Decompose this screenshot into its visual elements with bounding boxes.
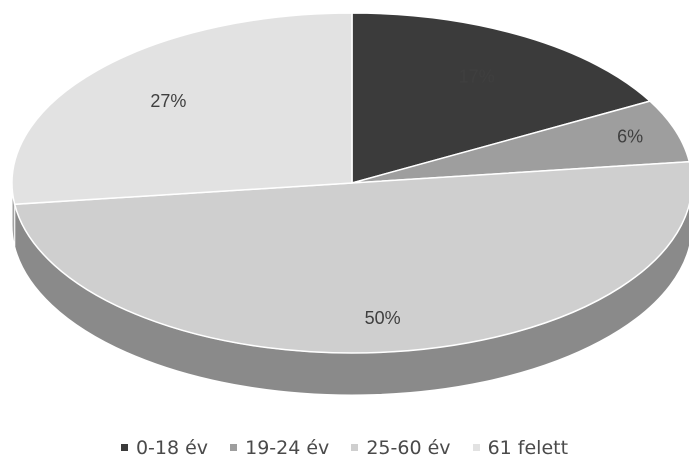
pie-data-label-61-felett: 27% — [150, 91, 186, 111]
legend-label-19-24: 19-24 év — [245, 437, 330, 459]
legend-swatch-0-18 — [120, 444, 128, 451]
legend-item-0-18: 0-18 év — [120, 437, 209, 459]
pie-data-label-0-18-v: 17% — [459, 66, 495, 86]
pie-slice-25-60-v — [13, 160, 689, 354]
legend: 0-18 év 19-24 év 25-60 év 61 felett — [0, 437, 689, 459]
legend-swatch-61-felett — [472, 444, 480, 451]
pie-slices — [11, 12, 689, 354]
pie-data-label-25-60-v: 50% — [365, 308, 401, 328]
legend-item-25-60: 25-60 év — [351, 437, 451, 459]
pie-data-label-19-24-v: 6% — [617, 127, 643, 147]
legend-label-25-60: 25-60 év — [366, 437, 451, 459]
legend-label-61-felett: 61 felett — [487, 437, 569, 459]
pie-data-labels: 17% 6% 50% 27% — [150, 66, 643, 327]
legend-item-61-felett: 61 felett — [472, 437, 569, 459]
legend-swatch-19-24 — [230, 444, 238, 451]
legend-item-19-24: 19-24 év — [230, 437, 329, 459]
legend-label-0-18: 0-18 év — [135, 437, 209, 459]
pie-slice-61-felett — [11, 12, 353, 206]
legend-swatch-25-60 — [351, 444, 359, 451]
pie-slice-0-18-v — [351, 12, 652, 184]
